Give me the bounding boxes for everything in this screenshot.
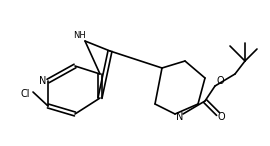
Text: N: N — [176, 112, 184, 122]
Text: O: O — [216, 76, 224, 86]
Text: N: N — [39, 76, 47, 86]
Text: NH: NH — [74, 32, 86, 40]
Text: Cl: Cl — [20, 89, 30, 99]
Text: O: O — [217, 112, 225, 122]
